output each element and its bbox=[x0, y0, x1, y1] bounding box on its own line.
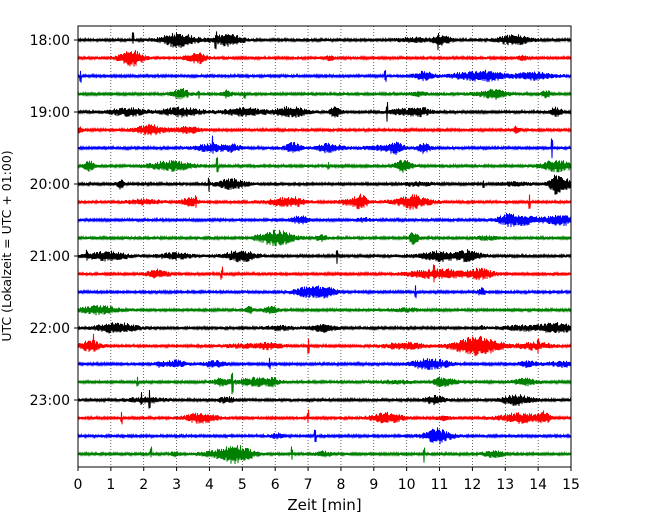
x-axis-label: Zeit [min] bbox=[287, 496, 361, 514]
x-tick-label: 3 bbox=[172, 477, 181, 493]
seismic-trace bbox=[77, 372, 572, 395]
x-tick-label: 10 bbox=[398, 477, 416, 493]
seismic-traces bbox=[77, 31, 572, 465]
y-tick-label: 19:00 bbox=[30, 105, 70, 121]
seismic-trace bbox=[77, 174, 572, 195]
seismic-trace bbox=[77, 427, 572, 445]
seismic-trace bbox=[77, 333, 572, 357]
y-axis-label: UTC (Lokalzeit = UTC + 01:00) bbox=[0, 150, 14, 341]
x-tick-label: 11 bbox=[431, 477, 449, 493]
y-tick-label: 21:00 bbox=[30, 249, 70, 265]
x-tick-label: 5 bbox=[238, 477, 247, 493]
y-axis-ticks: 18:00 19:00 20:00 21:00 22:00 23:00 bbox=[30, 33, 78, 409]
y-tick-label: 20:00 bbox=[30, 177, 70, 193]
x-tick-label: 7 bbox=[304, 477, 313, 493]
seismic-trace bbox=[77, 389, 572, 409]
seismic-trace bbox=[77, 213, 572, 228]
x-tick-label: 15 bbox=[562, 477, 580, 493]
seismic-trace bbox=[77, 124, 572, 136]
seismic-trace bbox=[77, 69, 572, 83]
seismic-trace bbox=[77, 249, 572, 264]
x-axis-ticks: 0 1 2 3 4 5 6 7 8 9 10 11 12 13 14 15 bbox=[74, 467, 580, 493]
x-tick-label: 2 bbox=[139, 477, 148, 493]
seismic-trace bbox=[77, 264, 572, 283]
seismic-trace bbox=[77, 285, 572, 299]
seismic-trace bbox=[77, 229, 572, 247]
seismic-trace bbox=[77, 88, 572, 100]
plot-frame bbox=[77, 25, 572, 468]
seismic-trace bbox=[77, 31, 572, 51]
y-tick-label: 23:00 bbox=[30, 393, 70, 409]
x-tick-label: 14 bbox=[529, 477, 547, 493]
seismic-trace bbox=[77, 49, 572, 67]
seismic-trace bbox=[77, 101, 572, 122]
seismic-trace bbox=[77, 305, 572, 316]
seismic-trace bbox=[77, 135, 572, 159]
seismic-trace bbox=[77, 357, 572, 371]
x-tick-label: 6 bbox=[271, 477, 280, 493]
x-tick-label: 8 bbox=[336, 477, 345, 493]
x-tick-label: 4 bbox=[205, 477, 214, 493]
seismic-trace bbox=[77, 409, 572, 425]
y-tick-label: 18:00 bbox=[30, 33, 70, 49]
seismic-trace bbox=[77, 322, 572, 334]
x-tick-label: 12 bbox=[463, 477, 481, 493]
x-tick-label: 1 bbox=[106, 477, 115, 493]
x-tick-label: 13 bbox=[496, 477, 514, 493]
seismic-trace bbox=[77, 157, 572, 173]
y-tick-label: 22:00 bbox=[30, 321, 70, 337]
x-tick-label: 0 bbox=[74, 477, 83, 493]
seismic-trace bbox=[77, 445, 572, 465]
seismic-trace bbox=[77, 193, 572, 211]
x-tick-label: 9 bbox=[369, 477, 378, 493]
